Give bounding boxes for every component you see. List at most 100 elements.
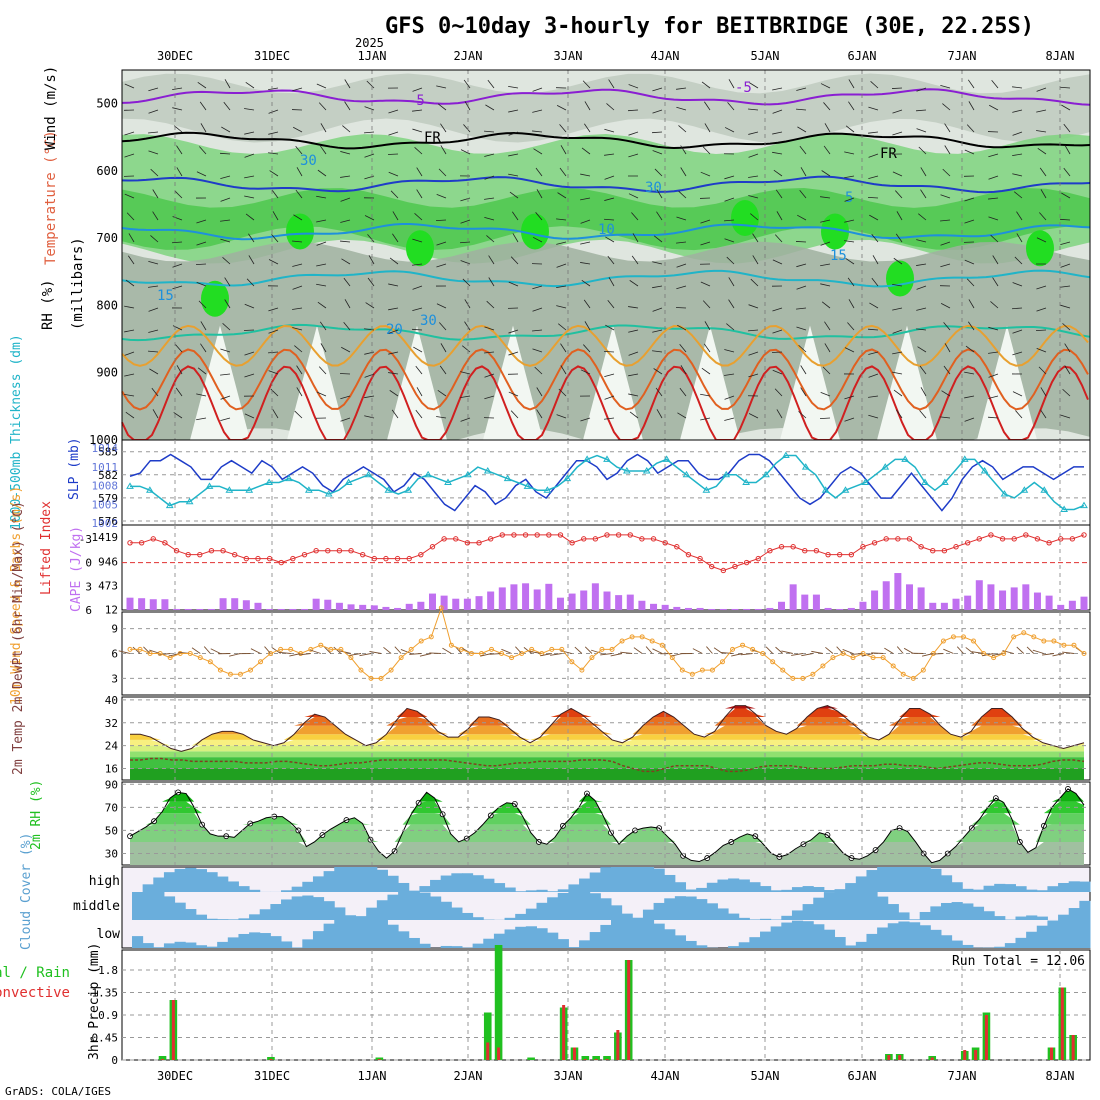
rh2m-line — [129, 788, 1085, 864]
wind-barb — [148, 260, 159, 265]
temp-band — [130, 768, 1084, 780]
wind-barb — [867, 196, 879, 199]
thickness-point — [821, 486, 830, 493]
wind-barb — [847, 322, 855, 331]
cloud-bar — [728, 878, 740, 892]
wind-barb — [990, 234, 999, 243]
cloud-bar — [536, 902, 548, 920]
cloud-bar — [930, 868, 942, 892]
wind-barb — [916, 328, 927, 331]
wind-barb-10m — [339, 650, 352, 654]
wind-barb — [318, 102, 327, 111]
wind-barb — [172, 285, 183, 290]
wind-barb — [892, 131, 903, 136]
cloud-bar — [834, 889, 846, 892]
wind-barb — [460, 219, 471, 224]
cloud-bar — [1079, 920, 1091, 948]
cloud-bar — [749, 919, 761, 920]
cloud-bar — [781, 922, 793, 948]
wind-barb — [268, 152, 279, 155]
wind-barb-10m — [791, 653, 803, 656]
wind-barb — [823, 145, 831, 155]
wind-barb — [847, 277, 855, 287]
wind-barb — [844, 417, 855, 422]
precip-total-bar — [267, 1057, 275, 1060]
wind-barb — [1012, 86, 1023, 89]
li-point — [429, 544, 436, 550]
warm-contour — [121, 348, 1089, 411]
wind-barb — [728, 79, 735, 89]
cloud-bar — [387, 875, 399, 892]
cloud-bar — [1026, 889, 1038, 892]
wind-barb — [868, 153, 879, 158]
cape-bar — [1022, 584, 1030, 610]
wind-barb — [292, 327, 303, 331]
cloud-bar — [323, 901, 335, 920]
credit-label: GrADS: COLA/IGES — [5, 1085, 111, 1098]
precip-total-bar — [483, 1012, 492, 1060]
dewpt-line — [130, 757, 1085, 773]
wind-barb — [726, 256, 735, 265]
wind-barb — [844, 197, 855, 202]
wind-point — [509, 655, 515, 661]
wind-barb — [916, 263, 927, 266]
precip-convective-bar — [486, 1042, 490, 1060]
wind-barb-10m — [1016, 646, 1025, 654]
wind-barb — [628, 131, 639, 136]
wind-barb — [844, 240, 855, 243]
wind-barb — [603, 218, 615, 221]
cloud-bar — [589, 932, 601, 948]
wind-barb — [1062, 323, 1071, 331]
cape-bar — [522, 583, 530, 610]
wind-point — [217, 667, 223, 673]
cape-bar — [766, 607, 774, 610]
wind-barb — [244, 108, 255, 111]
cape-bar — [475, 596, 483, 610]
wind-barb — [772, 87, 783, 91]
cape-bar — [324, 599, 332, 610]
wind-barb — [560, 365, 567, 375]
wind-barb — [580, 369, 591, 375]
cape-bar — [312, 598, 320, 610]
wind-speed-line — [130, 606, 1085, 679]
wind-barb — [1039, 212, 1047, 221]
wind-point — [689, 671, 695, 677]
wind-barb — [343, 322, 351, 331]
li-point — [697, 555, 703, 562]
wind-barb — [940, 303, 951, 309]
cloud-bar — [962, 888, 974, 892]
cloud-bar — [1047, 886, 1059, 892]
cloud-bar — [1068, 920, 1080, 948]
wind-barb-10m — [600, 653, 613, 656]
cloud-bar — [632, 920, 644, 948]
wind-barb — [940, 241, 951, 246]
wind-barb — [220, 197, 231, 202]
wind-barb — [320, 343, 327, 353]
wind-barb — [316, 391, 327, 397]
wind-barb — [220, 395, 231, 400]
ylabel-thickness: 1000-500mb Thickness (dm) — [9, 334, 24, 530]
wind-barb — [917, 346, 927, 353]
date-bottom-label: 4JAN — [651, 1069, 680, 1083]
wind-barb — [508, 85, 519, 89]
wind-barb — [700, 171, 711, 177]
cloud-bar — [408, 892, 420, 920]
wind-barb — [680, 167, 687, 177]
temp-band — [130, 751, 1084, 758]
wind-barb — [580, 262, 591, 265]
li-point — [674, 544, 680, 550]
warm-contour — [121, 365, 1089, 441]
cloud-bar — [749, 882, 761, 892]
wind-barb — [416, 387, 423, 397]
wind-barb — [942, 103, 951, 111]
wind-barb-10m — [1062, 651, 1075, 654]
wind-barb — [820, 219, 831, 223]
cloud-bar — [408, 890, 420, 892]
cloud-bar — [972, 906, 985, 920]
cape-bar — [778, 601, 786, 610]
wind-barb — [1036, 348, 1047, 353]
wind-barb — [676, 285, 687, 290]
wind-barb — [944, 145, 951, 155]
wind-barb — [652, 150, 663, 155]
wind-barb — [220, 373, 231, 376]
